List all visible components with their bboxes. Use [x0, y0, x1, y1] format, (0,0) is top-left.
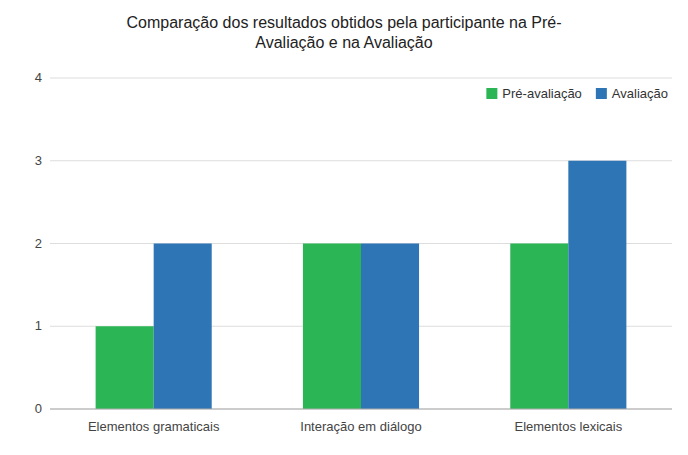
y-tick-label: 0 [35, 401, 42, 416]
grid [50, 78, 672, 409]
grid-line [50, 78, 672, 79]
bars [96, 161, 627, 409]
x-axis-line [50, 409, 672, 410]
legend-label: Pré-avaliação [502, 86, 582, 101]
chart: Comparação dos resultados obtidos pela p… [0, 0, 688, 455]
legend-item: Pré-avaliação [486, 86, 582, 101]
legend-swatch [596, 88, 607, 99]
legend-swatch [486, 88, 497, 99]
y-tick-label: 4 [35, 70, 42, 85]
bar [96, 326, 154, 409]
bar [568, 161, 626, 409]
bar [154, 244, 212, 410]
x-tick-label: Elementos gramaticais [88, 419, 220, 434]
chart-container: Comparação dos resultados obtidos pela p… [0, 0, 688, 455]
x-tick-label: Interação em diálogo [300, 419, 421, 434]
y-tick-label: 2 [35, 236, 42, 251]
y-tick-label: 1 [35, 318, 42, 333]
legend: Pré-avaliação Avaliação [486, 86, 668, 101]
x-tick-label: Elementos lexicais [515, 419, 623, 434]
bar [361, 244, 419, 410]
title: Comparação dos resultados obtidos pela p… [127, 14, 562, 51]
legend-item: Avaliação [596, 86, 668, 101]
bar [510, 244, 568, 410]
grid-line [50, 409, 672, 410]
y-tick-label: 3 [35, 153, 42, 168]
legend-label: Avaliação [612, 86, 668, 101]
bar [303, 244, 361, 410]
